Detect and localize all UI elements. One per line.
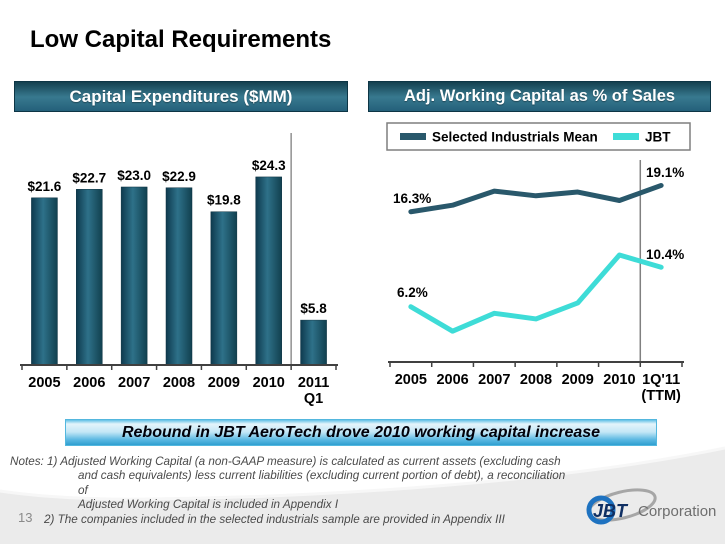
left-chart-title: Capital Expenditures ($MM) xyxy=(69,86,293,106)
footnotes: Notes: 1) Adjusted Working Capital (a no… xyxy=(8,455,568,527)
svg-text:1Q'11: 1Q'11 xyxy=(642,372,680,388)
svg-text:2009: 2009 xyxy=(562,372,594,388)
svg-text:2007: 2007 xyxy=(478,372,510,388)
svg-text:2005: 2005 xyxy=(28,375,60,391)
svg-text:Q1: Q1 xyxy=(304,391,323,407)
right-chart-header: Adj. Working Capital as % of Sales xyxy=(368,81,711,112)
svg-text:2006: 2006 xyxy=(436,372,468,388)
svg-text:$21.6: $21.6 xyxy=(28,179,62,194)
page-title: Low Capital Requirements xyxy=(30,26,332,53)
svg-text:2005: 2005 xyxy=(395,372,427,388)
svg-text:2008: 2008 xyxy=(520,372,552,388)
svg-text:2007: 2007 xyxy=(118,375,150,391)
working-capital-line-chart: Selected Industrials Mean JBT 16.3% 19.1% 6.… xyxy=(386,122,691,404)
logo-suffix: Corporation xyxy=(638,503,716,520)
svg-text:$5.8: $5.8 xyxy=(300,301,327,316)
logo-globe-icon xyxy=(586,495,616,525)
svg-text:JBT: JBT xyxy=(645,130,671,145)
jbt-logo: JBT Corporation xyxy=(578,486,720,532)
svg-text:16.3%: 16.3% xyxy=(393,191,431,206)
svg-text:2010: 2010 xyxy=(253,375,285,391)
svg-text:10.4%: 10.4% xyxy=(646,247,684,262)
footnote-line: Notes: 1) Adjusted Working Capital (a no… xyxy=(10,455,561,468)
right-chart-title: Adj. Working Capital as % of Sales xyxy=(403,87,676,105)
svg-text:19.1%: 19.1% xyxy=(646,165,684,180)
svg-text:2008: 2008 xyxy=(163,375,195,391)
svg-text:$23.0: $23.0 xyxy=(117,168,151,183)
svg-text:2006: 2006 xyxy=(73,375,105,391)
svg-text:$22.9: $22.9 xyxy=(162,169,196,184)
svg-text:Selected Industrials Mean: Selected Industrials Mean xyxy=(432,130,598,145)
logo-text: JBT xyxy=(593,501,629,521)
left-chart-header: Capital Expenditures ($MM) xyxy=(14,81,348,112)
svg-text:2009: 2009 xyxy=(208,375,240,391)
svg-text:2011: 2011 xyxy=(298,375,329,391)
callout-banner: Rebound in JBT AeroTech drove 2010 worki… xyxy=(65,419,657,446)
svg-text:(TTM): (TTM) xyxy=(641,388,681,404)
svg-text:6.2%: 6.2% xyxy=(397,285,428,300)
svg-text:$22.7: $22.7 xyxy=(72,170,106,185)
callout-banner-text: Rebound in JBT AeroTech drove 2010 worki… xyxy=(121,423,601,441)
footnote-line: 2) The companies included in the selecte… xyxy=(44,512,505,526)
svg-text:$19.8: $19.8 xyxy=(207,193,241,208)
page-number: 13 xyxy=(18,510,33,525)
capital-expenditures-bar-chart: $21.6 $22.7 $23.0 $22.9 $19.8 $24.3 $5.8 2005 20… xyxy=(20,133,338,407)
svg-text:$24.3: $24.3 xyxy=(252,158,286,173)
footnote-line: Adjusted Working Capital is included in … xyxy=(78,498,339,512)
svg-text:2010: 2010 xyxy=(603,372,635,388)
footnote-line: and cash equivalents) less current liabi… xyxy=(78,469,566,497)
